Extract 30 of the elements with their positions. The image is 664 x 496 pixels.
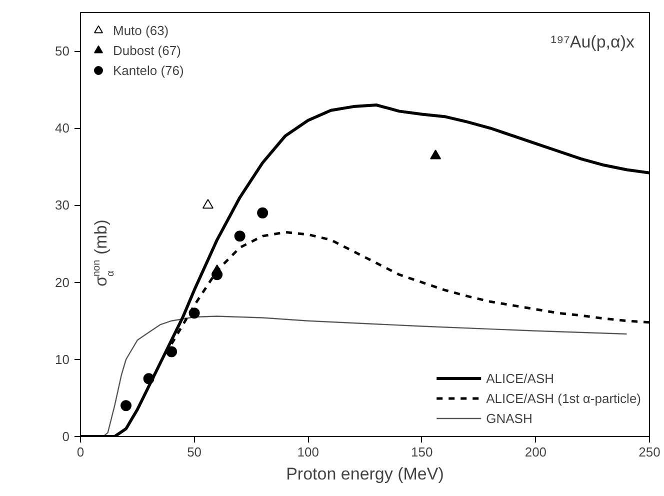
y-axis-title: σαnon (mb) — [92, 220, 116, 286]
legend-label: ALICE/ASH — [486, 370, 554, 386]
y-tick-label: 50 — [55, 44, 70, 59]
y-tick-label: 20 — [55, 274, 70, 290]
point — [257, 207, 268, 218]
annotation: ¹⁹⁷Au(p,α)x — [550, 32, 635, 52]
x-tick-label: 250 — [638, 444, 660, 460]
point — [188, 308, 200, 319]
point — [202, 198, 214, 209]
y-tick-label: 30 — [55, 198, 70, 213]
legend-label: Kantelo (76) — [113, 62, 184, 78]
y-tick-label: 10 — [55, 352, 70, 367]
point — [120, 400, 132, 412]
legend-label: ALICE/ASH (1st α-particle) — [486, 390, 641, 406]
x-tick-label: 50 — [187, 444, 202, 460]
y-tick-label: 0 — [62, 429, 70, 444]
point — [234, 230, 246, 242]
point — [212, 264, 223, 274]
x-axis-title: Proton energy (MeV) — [286, 464, 444, 484]
point — [430, 150, 442, 160]
legend-label: Muto (63) — [113, 22, 169, 38]
x-tick-label: 150 — [411, 444, 433, 460]
legend-label: GNASH — [486, 410, 532, 426]
x-tick-label: 100 — [297, 444, 319, 460]
x-tick-label: 200 — [524, 444, 547, 460]
y-tick-label: 40 — [55, 120, 70, 136]
x-tick-label: 0 — [76, 444, 84, 460]
point — [143, 373, 154, 384]
legend-label: Dubost (67) — [113, 42, 181, 58]
point — [166, 346, 178, 358]
